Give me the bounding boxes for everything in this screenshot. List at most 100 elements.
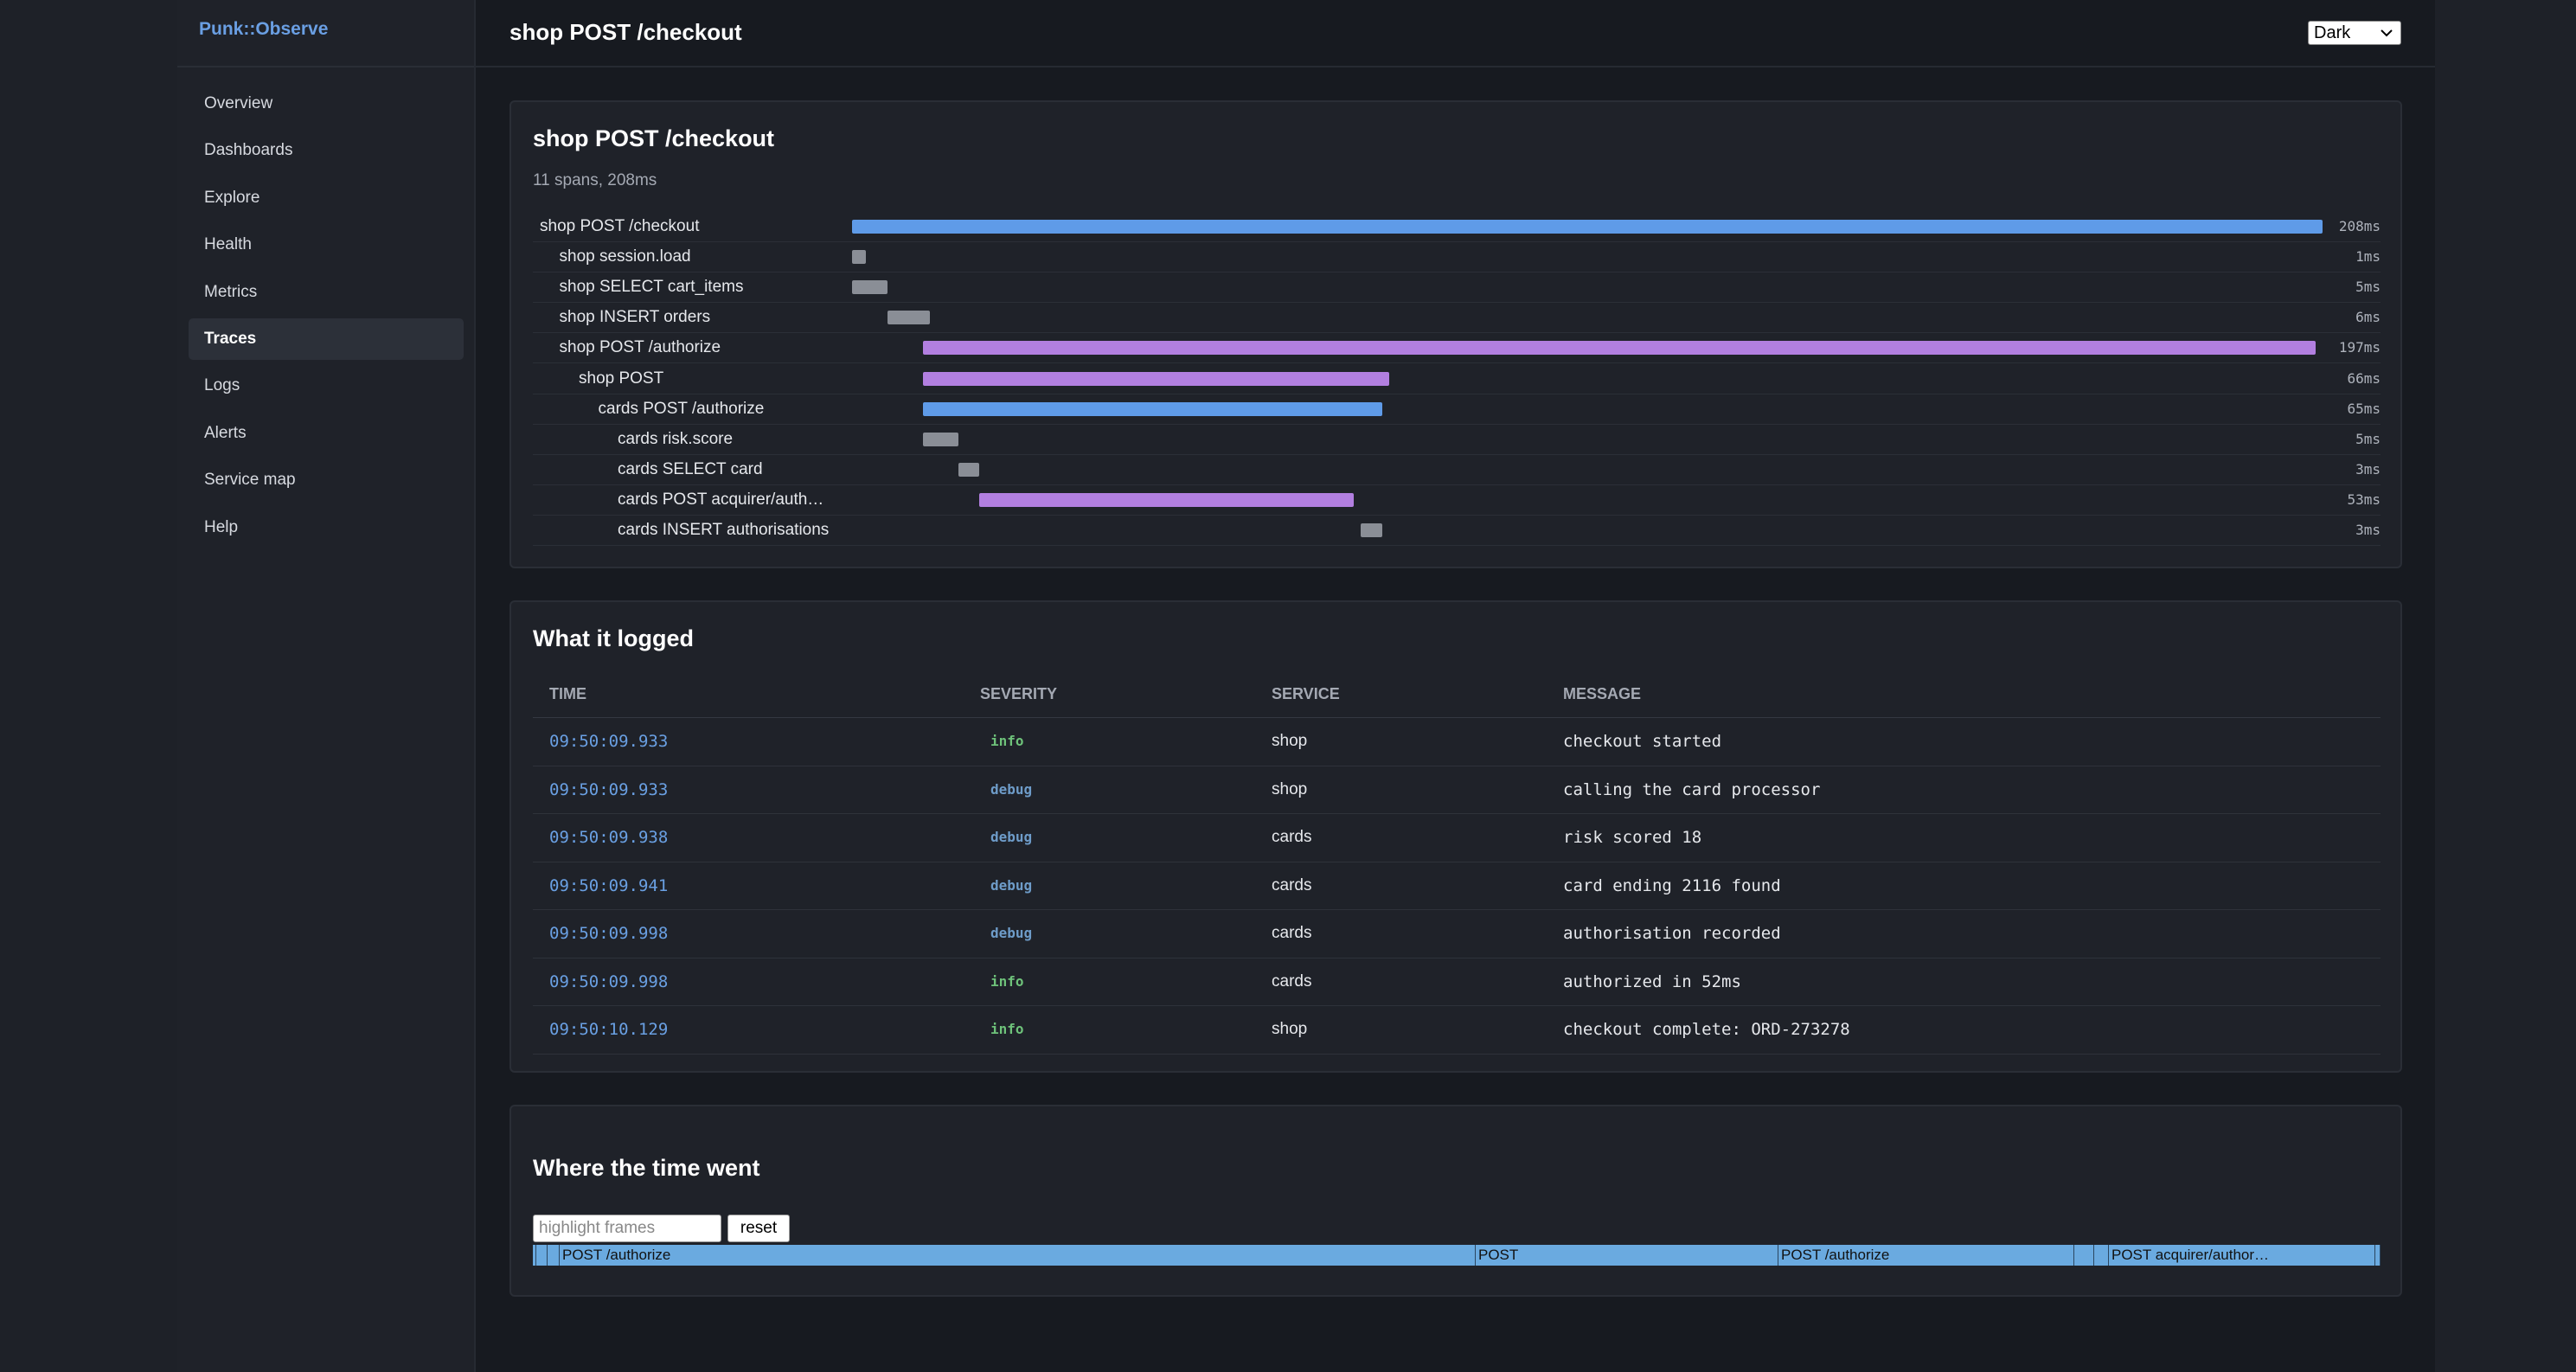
- span-row[interactable]: shop POST 66ms: [533, 363, 2381, 394]
- span-bar[interactable]: [852, 250, 866, 265]
- span-duration: 5ms: [2355, 279, 2381, 296]
- flame-frame[interactable]: POST: [1476, 1245, 1778, 1266]
- severity-badge: debug: [990, 876, 1033, 894]
- log-time[interactable]: 09:50:09.938: [533, 813, 964, 862]
- flame-frame[interactable]: [2074, 1245, 2094, 1266]
- column-header-service: SERVICE: [1255, 671, 1547, 718]
- span-row[interactable]: cards POST acquirer/auth… 53ms: [533, 484, 2381, 516]
- top-bar: shop POST /checkout Dark: [476, 0, 2435, 67]
- span-name: shop POST /authorize: [559, 338, 721, 357]
- trace-panel: shop POST /checkout 11 spans, 208ms shop…: [509, 100, 2402, 568]
- span-row[interactable]: shop INSERT orders 6ms: [533, 302, 2381, 334]
- theme-select[interactable]: Dark: [2308, 21, 2401, 45]
- flame-frame[interactable]: [548, 1245, 560, 1266]
- span-duration: 3ms: [2355, 460, 2381, 478]
- log-message: checkout started: [1547, 717, 2381, 766]
- span-bar[interactable]: [852, 220, 2323, 234]
- log-row[interactable]: 09:50:09.941 debug cards card ending 2116 f…: [533, 862, 2381, 910]
- span-row[interactable]: shop POST /checkout 208ms: [533, 211, 2381, 242]
- span-bar[interactable]: [922, 432, 958, 446]
- reset-button[interactable]: reset: [727, 1215, 790, 1242]
- sidebar-item-alerts[interactable]: Alerts: [204, 423, 247, 442]
- span-bar[interactable]: [922, 341, 2316, 356]
- log-time[interactable]: 09:50:09.998: [533, 909, 964, 958]
- span-row[interactable]: cards POST /authorize 65ms: [533, 394, 2381, 425]
- flame-frame[interactable]: [533, 1245, 536, 1266]
- log-service: cards: [1255, 958, 1547, 1006]
- severity-badge: debug: [990, 925, 1033, 942]
- chevron-down-icon: [2380, 23, 2393, 50]
- sidebar-item-explore[interactable]: Explore: [204, 188, 260, 207]
- log-row[interactable]: 09:50:10.129 info shop checkout complete: O…: [533, 1005, 2381, 1055]
- span-bar[interactable]: [979, 492, 1355, 507]
- sidebar-item-help[interactable]: Help: [204, 517, 239, 536]
- log-row[interactable]: 09:50:09.938 debug cards risk scored 18: [533, 813, 2381, 862]
- main-content: shop POST /checkout Dark shop POST /chec…: [476, 0, 2435, 1372]
- span-duration: 65ms: [2347, 400, 2381, 417]
- span-name: cards risk.score: [618, 429, 734, 448]
- span-row[interactable]: cards SELECT card 3ms: [533, 454, 2381, 485]
- sidebar-item-service-map[interactable]: Service map: [204, 471, 296, 490]
- log-severity: debug: [964, 766, 1255, 814]
- flame-frame[interactable]: POST /authorize: [1778, 1245, 2074, 1266]
- span-name: cards SELECT card: [618, 459, 763, 478]
- span-bar[interactable]: [958, 462, 980, 477]
- flame-title: Where the time went: [533, 1155, 760, 1181]
- span-duration: 208ms: [2338, 218, 2381, 234]
- highlight-frames-input[interactable]: highlight frames: [533, 1215, 721, 1242]
- logs-panel: What it logged TIME SEVERITY SERVICE MES…: [509, 600, 2402, 1073]
- theme-select-value: Dark: [2314, 23, 2351, 42]
- log-time[interactable]: 09:50:10.129: [533, 1005, 964, 1055]
- column-header-message: MESSAGE: [1547, 671, 2381, 718]
- log-time[interactable]: 09:50:09.933: [533, 717, 964, 766]
- span-duration: 3ms: [2355, 522, 2381, 538]
- log-time[interactable]: 09:50:09.933: [533, 766, 964, 814]
- log-row[interactable]: 09:50:09.998 debug cards authorisation reco…: [533, 909, 2381, 958]
- column-header-severity: SEVERITY: [964, 671, 1255, 718]
- span-bar[interactable]: [887, 311, 930, 325]
- severity-badge: info: [990, 733, 1024, 750]
- log-severity: debug: [964, 909, 1255, 958]
- span-row[interactable]: cards INSERT authorisations 3ms: [533, 515, 2381, 546]
- log-row[interactable]: 09:50:09.933 debug shop calling the card pr…: [533, 766, 2381, 814]
- span-row[interactable]: shop session.load 1ms: [533, 241, 2381, 273]
- span-duration: 5ms: [2355, 430, 2381, 447]
- log-severity: debug: [964, 862, 1255, 910]
- sidebar-item-health[interactable]: Health: [204, 235, 252, 254]
- span-row[interactable]: shop POST /authorize 197ms: [533, 332, 2381, 364]
- span-duration: 66ms: [2347, 369, 2381, 387]
- span-bar[interactable]: [852, 280, 888, 295]
- log-row[interactable]: 09:50:09.933 info shop checkout started: [533, 717, 2381, 766]
- log-severity: info: [964, 1005, 1255, 1055]
- sidebar-item-metrics[interactable]: Metrics: [204, 282, 258, 301]
- flame-frame[interactable]: [535, 1245, 548, 1266]
- log-message: authorisation recorded: [1547, 909, 2381, 958]
- sidebar-item-dashboards[interactable]: Dashboards: [204, 141, 293, 160]
- span-name: cards POST /authorize: [598, 399, 765, 418]
- flame-frame[interactable]: POST /authorize: [560, 1245, 1476, 1266]
- sidebar-item-traces[interactable]: Traces: [189, 317, 464, 360]
- sidebar-item-logs[interactable]: Logs: [204, 376, 240, 395]
- span-duration: 1ms: [2355, 248, 2381, 266]
- span-name: shop POST /checkout: [540, 217, 700, 235]
- span-name: cards POST acquirer/auth…: [618, 490, 824, 509]
- span-name: shop session.load: [559, 247, 691, 266]
- span-row[interactable]: cards risk.score 5ms: [533, 424, 2381, 455]
- log-time[interactable]: 09:50:09.941: [533, 862, 964, 910]
- span-bar[interactable]: [1361, 523, 1382, 537]
- flame-frame[interactable]: [2375, 1245, 2381, 1266]
- span-bar[interactable]: [922, 401, 1382, 416]
- severity-badge: debug: [990, 829, 1033, 846]
- app-logo[interactable]: Punk::Observe: [199, 19, 329, 39]
- log-row[interactable]: 09:50:09.998 info cards authorized in 52ms: [533, 958, 2381, 1006]
- flame-frame[interactable]: [2094, 1245, 2109, 1266]
- trace-title: shop POST /checkout: [533, 125, 775, 151]
- app-window: Punk::Observe Overview Dashboards Explor…: [177, 0, 2435, 1372]
- flame-frame[interactable]: POST acquirer/author…: [2109, 1245, 2375, 1266]
- sidebar-item-overview[interactable]: Overview: [204, 94, 273, 112]
- span-bar[interactable]: [922, 371, 1390, 386]
- span-name: shop INSERT orders: [559, 308, 711, 327]
- severity-badge: info: [990, 1021, 1024, 1038]
- span-row[interactable]: shop SELECT cart_items 5ms: [533, 272, 2381, 304]
- log-time[interactable]: 09:50:09.998: [533, 958, 964, 1006]
